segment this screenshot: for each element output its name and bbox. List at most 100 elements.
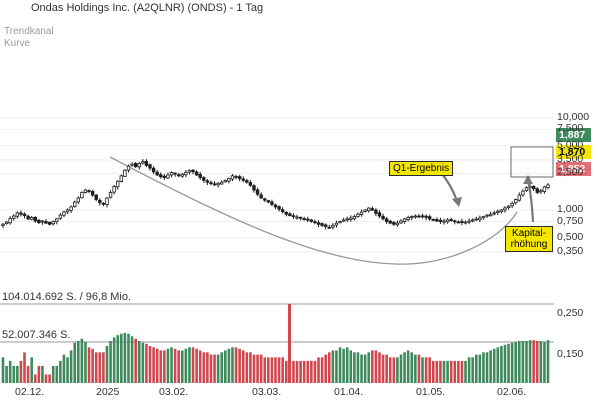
volume-bar bbox=[130, 336, 134, 383]
price-badge-last: 1,870 bbox=[556, 145, 591, 159]
volume-bar bbox=[363, 354, 367, 383]
volume-bar bbox=[306, 360, 310, 383]
candle bbox=[295, 214, 299, 220]
volume-bar bbox=[80, 338, 84, 383]
candle bbox=[151, 166, 156, 175]
price-tick: 1,000 bbox=[557, 203, 584, 215]
candle bbox=[492, 210, 496, 216]
candle bbox=[4, 221, 9, 225]
volume-bar bbox=[313, 360, 317, 383]
price-tick: 0,750 bbox=[557, 214, 584, 227]
price-badge-low: 1,852 bbox=[556, 162, 591, 176]
volume-bar bbox=[137, 340, 141, 383]
volume-bar bbox=[525, 340, 528, 383]
candle bbox=[187, 169, 192, 175]
recent-range-box bbox=[510, 146, 554, 178]
volume-bar bbox=[213, 354, 216, 383]
candle bbox=[367, 207, 371, 213]
volume-bar bbox=[399, 354, 403, 383]
candle bbox=[194, 170, 199, 176]
candle bbox=[417, 213, 421, 218]
arrowhead-q1 bbox=[452, 197, 462, 207]
candle bbox=[166, 172, 170, 180]
candle bbox=[420, 213, 425, 219]
candle bbox=[234, 174, 238, 180]
candle bbox=[291, 213, 296, 219]
volume-bar bbox=[41, 365, 44, 383]
volume-bar bbox=[148, 346, 152, 383]
candle bbox=[338, 220, 342, 224]
legend-item-trendkanal: Trendkanal bbox=[4, 26, 54, 37]
candle bbox=[141, 159, 145, 165]
candle bbox=[44, 219, 48, 225]
volume-bar bbox=[245, 352, 249, 383]
volume-bar bbox=[184, 348, 188, 383]
volume-bar bbox=[310, 360, 313, 383]
candle bbox=[309, 218, 314, 223]
volume-bar bbox=[435, 360, 439, 383]
volume-bar bbox=[256, 354, 259, 383]
volume-bar bbox=[424, 357, 428, 383]
volume-bar bbox=[84, 341, 87, 383]
volume-bar bbox=[238, 348, 241, 383]
volume-bar bbox=[8, 360, 12, 383]
date-tick: 02.12. bbox=[15, 386, 45, 398]
volume-bar bbox=[270, 357, 274, 383]
candle bbox=[395, 220, 400, 227]
candle bbox=[83, 189, 88, 194]
candle bbox=[288, 212, 292, 217]
candle bbox=[341, 217, 346, 223]
volume-bar bbox=[385, 354, 388, 383]
candle bbox=[162, 173, 167, 181]
candle bbox=[80, 191, 84, 199]
candle bbox=[449, 217, 453, 222]
candle bbox=[298, 216, 303, 221]
volume-bar bbox=[127, 333, 130, 383]
candle bbox=[453, 219, 457, 225]
volume-bar bbox=[335, 350, 338, 383]
volume-bar bbox=[292, 360, 295, 383]
candle bbox=[155, 170, 159, 176]
candle bbox=[15, 211, 20, 219]
volume-bar bbox=[191, 347, 195, 383]
price-tick: 2,500 bbox=[557, 166, 584, 179]
candle bbox=[438, 217, 443, 225]
volume-bar bbox=[155, 348, 159, 383]
candle bbox=[542, 185, 547, 194]
volume-bar bbox=[48, 374, 51, 383]
price-tick: 0,350 bbox=[557, 244, 584, 257]
volume-bar bbox=[446, 360, 449, 383]
volume-label-mid: 52.007.346 S. bbox=[2, 329, 71, 341]
candle bbox=[105, 197, 109, 208]
candle bbox=[12, 214, 16, 221]
volume-bar bbox=[33, 374, 37, 383]
candle bbox=[266, 199, 271, 204]
volume-bar bbox=[388, 357, 392, 383]
volume-bar bbox=[170, 347, 173, 383]
volume-bar bbox=[374, 350, 378, 383]
candlestick-series bbox=[1, 159, 550, 230]
volume-bar bbox=[338, 347, 342, 383]
candle bbox=[284, 211, 288, 217]
candle bbox=[252, 184, 256, 193]
volume-bar bbox=[464, 360, 467, 383]
candle bbox=[1, 222, 5, 228]
volume-bar bbox=[521, 340, 525, 383]
volume-bar bbox=[166, 348, 170, 383]
volume-bar bbox=[543, 341, 546, 383]
candle bbox=[37, 219, 41, 224]
volume-bar bbox=[403, 352, 406, 383]
candle bbox=[345, 216, 349, 222]
candle bbox=[313, 219, 317, 225]
volume-bar bbox=[274, 357, 277, 383]
candle bbox=[119, 174, 124, 183]
candle bbox=[259, 192, 263, 199]
volume-bar bbox=[234, 347, 238, 383]
candle bbox=[169, 171, 174, 178]
candle bbox=[76, 196, 80, 205]
annotation-kapitalerhoehung: Kapital- rhöhung bbox=[505, 226, 553, 252]
candle bbox=[209, 180, 213, 186]
volume-bar bbox=[26, 365, 30, 383]
volume-bar bbox=[302, 360, 306, 383]
candle bbox=[58, 213, 63, 220]
